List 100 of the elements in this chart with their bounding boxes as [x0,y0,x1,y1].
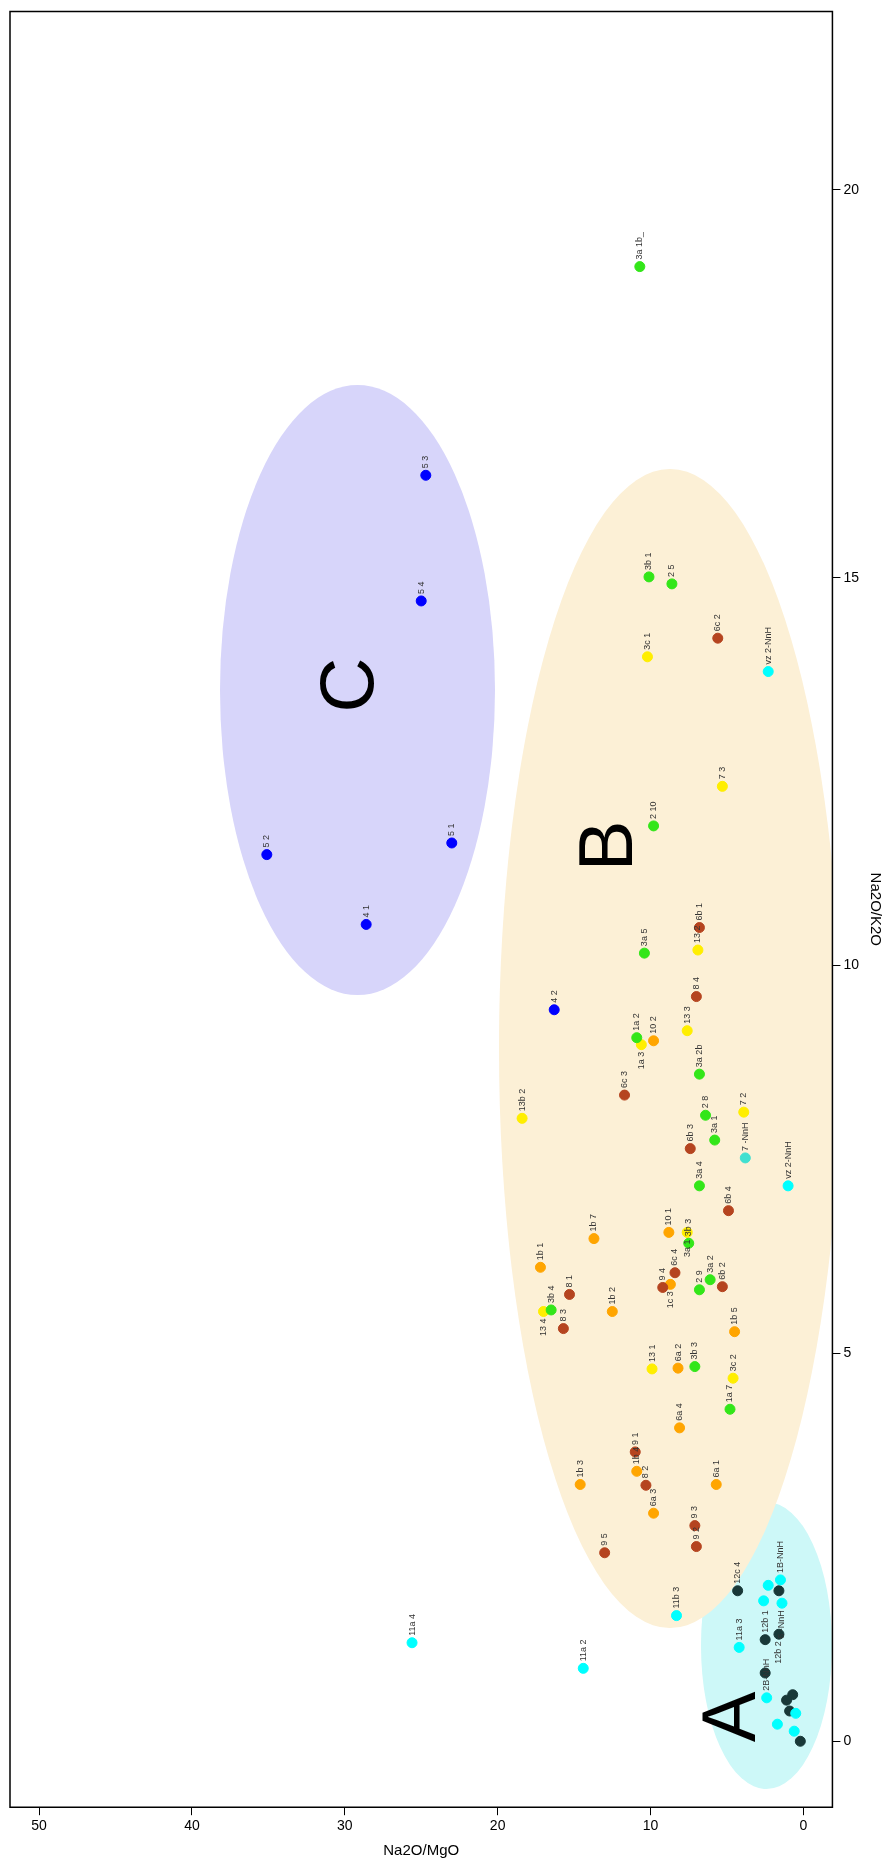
annotation: 2 9 [693,1270,704,1283]
annotation: 5 2 [261,835,272,848]
point [631,1465,643,1477]
point [724,1403,736,1415]
annotation: 6c 3 [619,1071,630,1089]
point [709,1134,721,1146]
annotation: 8 2 [640,1465,651,1479]
point [704,1274,716,1286]
point [729,1326,741,1338]
point [631,1032,643,1044]
annotation: 6a 1 [710,1459,721,1478]
y-tick-label: 0 [843,1732,852,1749]
annotation: vz 2-NnH [782,1141,793,1179]
point [564,1288,575,1300]
point [689,1361,701,1373]
annotation: 5 4 [415,581,426,594]
point [646,1363,658,1375]
annotation: 7 -NnH [739,1122,750,1151]
annotation: 3b 4 [545,1285,556,1303]
point [648,820,660,832]
x-axis-title: Na2O/MgO [383,1841,460,1859]
annotation: 1a 3 [635,1051,646,1070]
point [693,1284,705,1296]
point [672,1362,684,1374]
annotation: 3a 1 [709,1115,720,1134]
point [619,1089,631,1101]
point [648,1035,660,1047]
annotation: 3a 5 [638,928,649,947]
x-tick-label: 50 [31,1817,48,1834]
annotation: 6b 1 [693,903,704,921]
annotation: 3b 3 [683,1218,694,1237]
annotation: 13 4 [537,1318,548,1337]
annotation: 6a 4 [674,1403,685,1421]
annotation: C [304,657,390,713]
annotation: 13b 2 [516,1088,527,1112]
point [548,1004,560,1016]
point [774,1574,786,1586]
annotation: 2B-NnH [761,1658,772,1691]
point [700,1109,712,1121]
x-tick-label: 10 [642,1817,659,1834]
point [446,837,458,849]
x-tick-label: 20 [489,1817,506,1834]
annotation: 3b 1 [643,552,654,570]
point [640,1479,652,1491]
x-tick-label: 40 [184,1817,200,1834]
point [790,1707,802,1719]
point [781,1694,793,1706]
point [534,1261,546,1273]
y-tick-label: 5 [843,1344,852,1361]
annotation: 10 2 [648,1016,659,1034]
annotation: 6b 3 [684,1124,695,1142]
annotation: 1b 4 [631,1446,642,1465]
point [762,666,774,678]
point [663,1226,675,1238]
point [666,578,678,590]
annotation: 3a 1b_ [634,231,645,260]
annotation: 9 5 [599,1533,610,1546]
annotation: 1b 7 [588,1214,599,1232]
point [758,1595,770,1607]
annotation: 3a 4 [693,1161,704,1179]
annotation: 3a 2b [693,1044,704,1068]
point [671,1610,682,1622]
annotation: 6c 4 [669,1248,680,1266]
annotation: A [686,1692,772,1743]
point [692,944,704,956]
point [788,1725,800,1737]
point [710,1479,722,1490]
x-tick-label: 0 [799,1817,808,1834]
point [739,1152,751,1164]
point [762,1579,774,1591]
point [606,1306,618,1318]
point [794,1735,806,1747]
annotation: 11b 3 [670,1586,681,1609]
point [638,947,650,959]
annotation: 11a 2 [577,1639,588,1662]
y-tick-label: 20 [843,180,860,197]
annotation: 2 8 [700,1095,711,1109]
annotation: 1b 3 [574,1459,585,1478]
annotation: 10 1 [663,1207,674,1226]
annotation: 2 5 [666,564,677,577]
point [420,469,432,481]
point [693,1180,705,1192]
annotation: 6c 2 [712,614,723,632]
annotation: 1b 1 [534,1242,545,1261]
annotation: 6b 4 [722,1186,733,1204]
point [733,1641,745,1653]
y-axis-title: Na2O/K2O [867,872,885,946]
point [574,1479,586,1490]
annotation: 8 1 [563,1274,574,1288]
annotation: 9 1 [629,1432,640,1445]
annotation: 1c 3 [664,1291,675,1309]
annotation: 3c 2 [727,1354,738,1372]
point [557,1323,569,1335]
annotation: 8 4 [690,977,701,990]
annotation: 1b 2 [606,1286,617,1305]
point [712,632,724,644]
point [732,1585,744,1597]
point [782,1180,794,1192]
point [738,1106,750,1118]
y-tick-label: 15 [843,568,860,585]
